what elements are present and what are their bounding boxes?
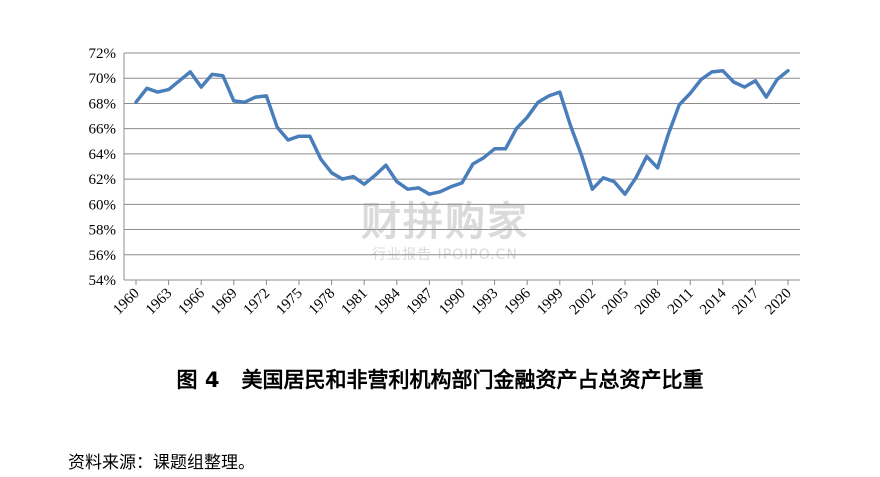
y-tick-label: 70%	[89, 71, 117, 87]
x-tick-label: 1987	[404, 285, 437, 318]
plot-area	[134, 68, 790, 196]
x-tick-label: 2008	[632, 286, 665, 319]
x-tick-label: 1993	[469, 286, 502, 319]
axes	[123, 53, 800, 285]
source-note: 资料来源：课题组整理。	[68, 453, 255, 473]
y-tick-label: 64%	[89, 147, 117, 163]
x-tick-label: 1999	[534, 286, 567, 319]
x-tick-label: 2014	[697, 285, 730, 318]
figure-caption: 图 4 美国居民和非营利机构部门金融资产占总资产比重	[0, 364, 880, 394]
figure-number: 图 4	[176, 368, 220, 392]
x-tick-label: 2011	[665, 286, 697, 318]
y-tick-label: 56%	[89, 248, 117, 264]
y-tick-label: 68%	[89, 96, 117, 112]
x-tick-label: 1966	[176, 285, 209, 318]
y-tick-label: 62%	[89, 172, 117, 188]
y-axis-tick-labels: 54% 56% 58% 60% 62% 64% 66% 68% 70% 72%	[89, 46, 117, 289]
gridlines	[124, 52, 800, 256]
series-line	[134, 68, 790, 196]
x-tick-label: 2002	[567, 286, 600, 319]
y-tick-label: 54%	[89, 273, 117, 289]
x-tick-label: 1963	[143, 286, 176, 319]
x-tick-label: 1996	[502, 285, 535, 318]
y-tick-label: 58%	[89, 223, 117, 239]
figure-title: 美国居民和非营利机构部门金融资产占总资产比重	[241, 368, 704, 392]
x-tick-label: 1984	[371, 285, 404, 318]
x-tick-label: 1972	[241, 286, 274, 319]
x-tick-label: 2020	[762, 286, 795, 319]
line-chart: 54%56%58%60%62%64%66%68%70%72% 1960 1963 1…	[89, 46, 800, 318]
x-tick-label: 1978	[306, 286, 339, 319]
x-tick-label: 1975	[273, 286, 306, 319]
x-tick-label: 2017	[730, 285, 763, 318]
x-axis-tick-labels: 1960 1963 1966 1969 1972 1975 1978 1981 1984 1987…	[110, 285, 795, 318]
y-tick-label: 60%	[89, 197, 117, 213]
y-tick-label: 66%	[89, 122, 117, 138]
x-tick-label: 2005	[599, 286, 632, 319]
x-tick-label: 1960	[110, 286, 143, 319]
x-tick-label: 1969	[208, 286, 241, 319]
x-tick-label: 1990	[436, 286, 469, 319]
y-tick-label: 72%	[89, 46, 117, 62]
x-tick-label: 1981	[339, 286, 372, 319]
